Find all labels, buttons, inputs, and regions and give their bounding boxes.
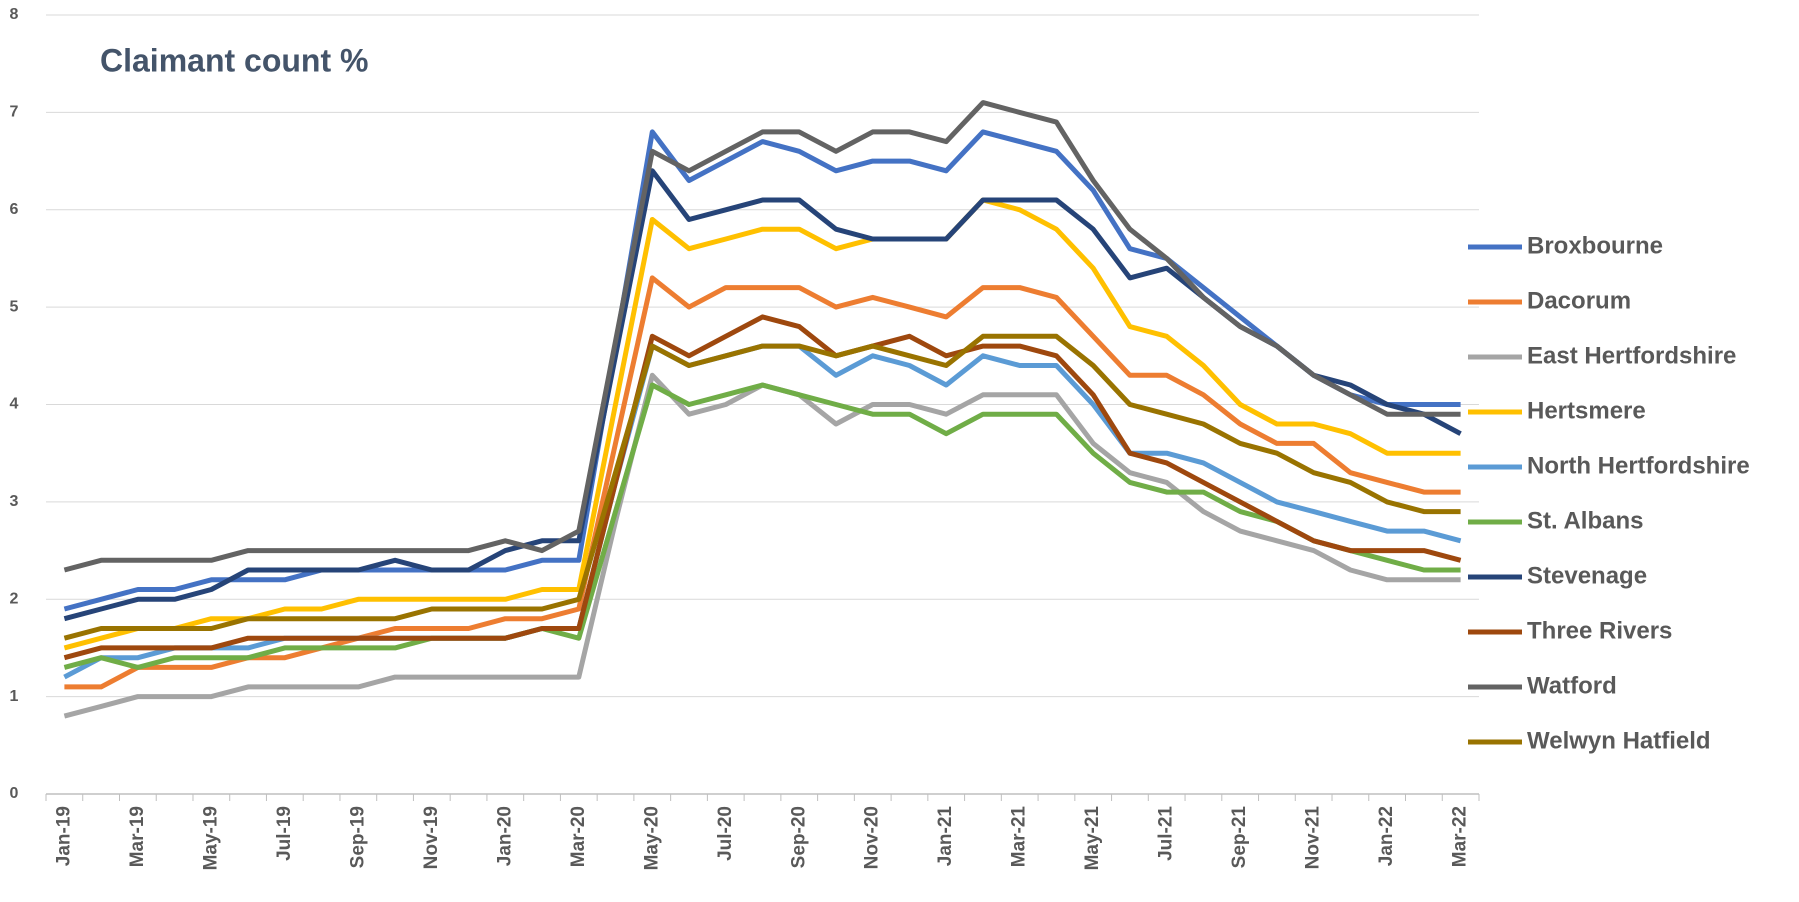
y-tick-label: 0: [10, 785, 19, 802]
y-tick-label: 5: [10, 298, 19, 315]
x-tick-label: Sep-21: [1229, 806, 1250, 869]
x-tick-label: Nov-21: [1303, 806, 1324, 870]
y-tick-label: 3: [10, 493, 19, 510]
series-line: [63, 382, 1461, 670]
legend-label: Three Rivers: [1527, 617, 1672, 644]
x-tick-label: Jan-21: [935, 806, 956, 867]
legend-label: Broxbourne: [1527, 232, 1663, 259]
series-line: [63, 314, 1462, 661]
y-tick-label: 6: [10, 201, 19, 218]
x-tick-label: Nov-20: [862, 806, 883, 869]
legend-label: Welwyn Hatfield: [1527, 727, 1711, 754]
series-line: [64, 275, 1461, 690]
x-tick-label: Jan-20: [494, 806, 515, 866]
x-tick-label: Jan-19: [53, 806, 74, 866]
x-tick-label: May-20: [641, 806, 662, 870]
series-line: [63, 197, 1461, 651]
legend-label: Hertsmere: [1527, 397, 1646, 424]
x-tick-label: Sep-19: [347, 806, 368, 868]
y-tick-label: 7: [10, 104, 19, 121]
series-line: [63, 372, 1461, 719]
x-tick-label: May-21: [1082, 806, 1103, 871]
series-line: [63, 129, 1461, 612]
legend-label: Watford: [1527, 672, 1617, 699]
chart-title: Claimant count %: [100, 42, 368, 78]
y-tick-label: 1: [10, 688, 19, 705]
x-tick-label: Mar-19: [127, 806, 148, 867]
x-tick-label: Nov-19: [421, 806, 442, 869]
x-tick-label: Mar-22: [1450, 806, 1471, 867]
legend-label: East Hertfordshire: [1527, 342, 1736, 369]
series-line: [63, 333, 1461, 641]
legend-label: North Hertfordshire: [1527, 452, 1750, 479]
y-tick-label: 4: [10, 396, 19, 413]
y-tick-label: 8: [10, 6, 19, 23]
legend-label: St. Albans: [1527, 507, 1643, 534]
x-tick-label: Jul-20: [715, 806, 736, 861]
series-line: [63, 343, 1462, 680]
legend-label: Stevenage: [1527, 562, 1647, 589]
x-tick-label: Jul-19: [274, 806, 295, 861]
x-tick-label: Mar-21: [1009, 806, 1030, 868]
x-tick-label: Mar-20: [568, 806, 589, 867]
y-tick-label: 2: [10, 590, 19, 607]
x-tick-label: Jul-21: [1156, 806, 1177, 861]
x-tick-label: May-19: [200, 806, 221, 870]
x-tick-label: Jan-22: [1376, 806, 1397, 866]
legend-label: Dacorum: [1527, 287, 1631, 314]
x-tick-label: Sep-20: [788, 806, 809, 868]
series-line: [63, 100, 1461, 573]
